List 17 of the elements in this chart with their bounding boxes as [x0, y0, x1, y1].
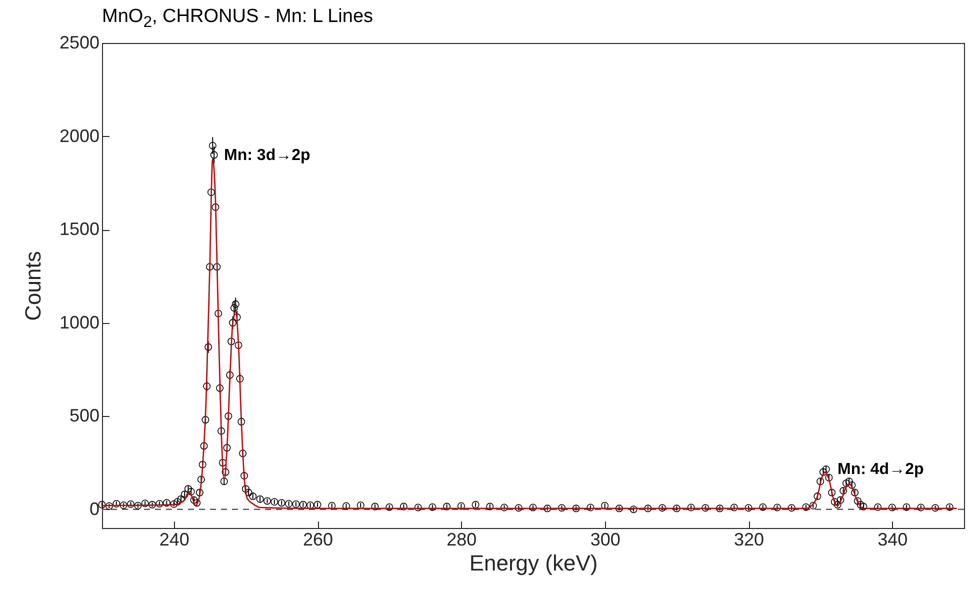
y-tick-label: 1500	[59, 219, 100, 240]
y-tick-label: 500	[69, 406, 100, 426]
x-tick-label: 240	[159, 530, 190, 550]
y-tick-label: 0	[89, 498, 100, 519]
y-tick-label: 2500	[59, 32, 100, 52]
x-tick-label: 320	[734, 530, 764, 550]
chart-title: MnO$_{2}$, CHRONUS - Mn: L Lines	[102, 6, 374, 32]
annotation: Mn: 4d→2p	[838, 461, 924, 478]
annotation: Mn: 3d→2p	[224, 146, 311, 164]
x-axis-title: Energy (keV)	[469, 550, 598, 576]
x-tick-label: 280	[446, 530, 477, 550]
x-tick-label: 340	[878, 530, 908, 550]
x-tick-label: 300	[590, 530, 620, 550]
y-tick-label: 2000	[59, 126, 100, 146]
y-tick-label: 1000	[59, 312, 100, 332]
y-axis-title: Counts	[20, 251, 46, 321]
x-tick-label: 260	[302, 530, 334, 550]
